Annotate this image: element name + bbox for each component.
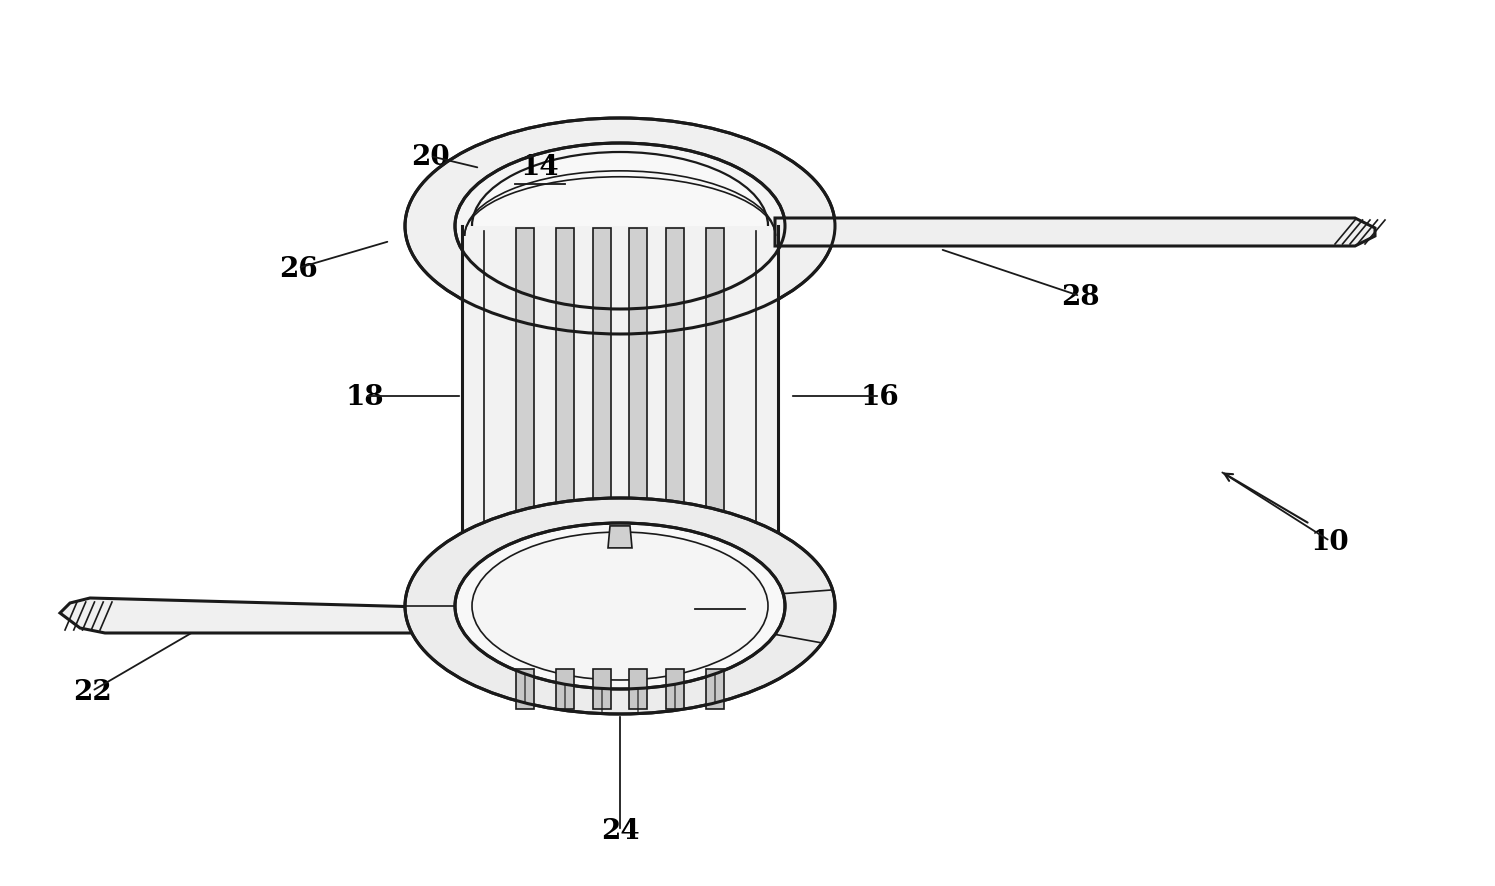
- Text: 14: 14: [520, 153, 559, 180]
- Polygon shape: [556, 669, 574, 709]
- Polygon shape: [594, 229, 611, 604]
- Ellipse shape: [405, 119, 836, 335]
- Polygon shape: [594, 669, 611, 709]
- Text: 24: 24: [601, 818, 640, 844]
- Text: 10: 10: [1311, 528, 1350, 555]
- Ellipse shape: [454, 524, 785, 689]
- Polygon shape: [629, 229, 647, 604]
- Ellipse shape: [472, 152, 768, 300]
- Ellipse shape: [454, 144, 785, 309]
- Polygon shape: [462, 227, 777, 606]
- Polygon shape: [556, 229, 574, 604]
- Text: 22: 22: [73, 678, 111, 704]
- Ellipse shape: [472, 532, 768, 680]
- Polygon shape: [516, 229, 534, 604]
- Text: 26: 26: [278, 255, 317, 282]
- Polygon shape: [629, 669, 647, 709]
- Polygon shape: [60, 598, 460, 633]
- Ellipse shape: [405, 499, 836, 714]
- Text: 20: 20: [411, 144, 450, 170]
- Polygon shape: [608, 526, 632, 548]
- Polygon shape: [516, 669, 534, 709]
- Text: 12: 12: [701, 578, 740, 605]
- Polygon shape: [774, 219, 1375, 246]
- Polygon shape: [706, 669, 724, 709]
- Polygon shape: [665, 229, 685, 604]
- Polygon shape: [706, 229, 724, 604]
- Text: 18: 18: [345, 383, 384, 410]
- Polygon shape: [665, 669, 685, 709]
- Text: 28: 28: [1060, 284, 1099, 310]
- Text: 16: 16: [861, 383, 900, 410]
